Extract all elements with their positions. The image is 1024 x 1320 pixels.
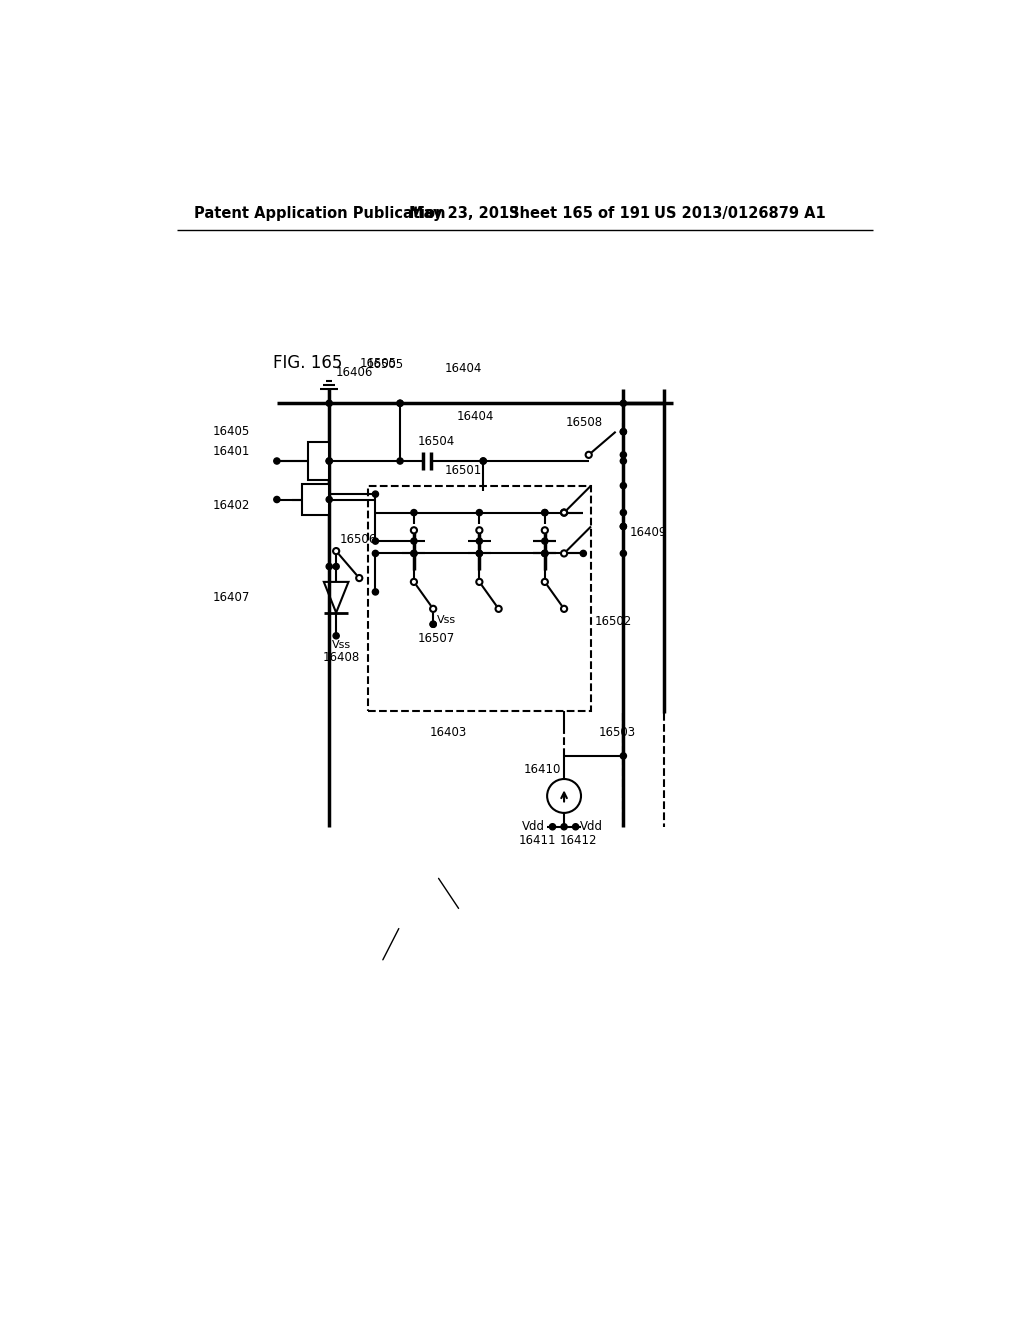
Circle shape bbox=[397, 400, 403, 407]
Circle shape bbox=[326, 458, 333, 465]
Text: Patent Application Publication: Patent Application Publication bbox=[194, 206, 445, 222]
Text: 16504: 16504 bbox=[418, 436, 455, 449]
Circle shape bbox=[542, 550, 548, 557]
Circle shape bbox=[397, 458, 403, 465]
Circle shape bbox=[550, 824, 556, 830]
Circle shape bbox=[373, 491, 379, 498]
Circle shape bbox=[476, 539, 482, 544]
Circle shape bbox=[621, 523, 627, 529]
Text: Vss: Vss bbox=[437, 615, 456, 626]
Circle shape bbox=[621, 752, 627, 759]
Circle shape bbox=[621, 429, 627, 434]
Circle shape bbox=[542, 550, 548, 557]
Circle shape bbox=[561, 510, 567, 516]
Circle shape bbox=[430, 606, 436, 612]
Circle shape bbox=[561, 510, 567, 516]
Text: 16407: 16407 bbox=[213, 591, 250, 603]
Circle shape bbox=[356, 576, 362, 581]
Circle shape bbox=[430, 622, 436, 627]
Bar bbox=[307, 442, 330, 480]
Text: 16401: 16401 bbox=[213, 445, 250, 458]
Text: 16408: 16408 bbox=[323, 651, 359, 664]
Text: Vss: Vss bbox=[333, 640, 351, 649]
Circle shape bbox=[373, 539, 379, 544]
Circle shape bbox=[273, 496, 280, 503]
Circle shape bbox=[476, 550, 482, 557]
Circle shape bbox=[621, 483, 627, 488]
Text: 16508: 16508 bbox=[565, 416, 603, 429]
Text: Sheet 165 of 191: Sheet 165 of 191 bbox=[509, 206, 650, 222]
Text: 16502: 16502 bbox=[595, 615, 632, 628]
Circle shape bbox=[326, 458, 333, 465]
Text: 16403: 16403 bbox=[429, 726, 467, 739]
Circle shape bbox=[621, 510, 627, 516]
Circle shape bbox=[373, 589, 379, 595]
Circle shape bbox=[476, 550, 482, 557]
Text: 16409: 16409 bbox=[630, 527, 667, 539]
Circle shape bbox=[561, 550, 567, 557]
Circle shape bbox=[572, 824, 579, 830]
Text: Vdd: Vdd bbox=[580, 820, 602, 833]
Circle shape bbox=[561, 606, 567, 612]
Bar bbox=[368, 486, 591, 711]
Circle shape bbox=[411, 527, 417, 533]
Circle shape bbox=[542, 510, 548, 516]
Text: 16503: 16503 bbox=[599, 726, 636, 739]
Circle shape bbox=[373, 550, 379, 557]
Circle shape bbox=[621, 523, 627, 529]
Text: US 2013/0126879 A1: US 2013/0126879 A1 bbox=[654, 206, 826, 222]
Text: 16404: 16404 bbox=[457, 409, 494, 422]
Text: 16406: 16406 bbox=[336, 366, 373, 379]
Circle shape bbox=[411, 550, 417, 557]
Circle shape bbox=[326, 400, 333, 407]
Circle shape bbox=[542, 550, 548, 557]
Circle shape bbox=[542, 578, 548, 585]
Circle shape bbox=[430, 622, 436, 627]
Text: 16404: 16404 bbox=[444, 362, 482, 375]
Text: Vdd: Vdd bbox=[521, 820, 545, 833]
Text: 16410: 16410 bbox=[524, 763, 561, 776]
Circle shape bbox=[496, 606, 502, 612]
Circle shape bbox=[586, 451, 592, 458]
Circle shape bbox=[333, 564, 339, 570]
Text: 16505: 16505 bbox=[367, 358, 403, 371]
Text: FIG. 165: FIG. 165 bbox=[273, 354, 342, 372]
Text: 16507: 16507 bbox=[418, 631, 455, 644]
Text: 16505: 16505 bbox=[360, 356, 397, 370]
Circle shape bbox=[411, 578, 417, 585]
Circle shape bbox=[621, 550, 627, 557]
Circle shape bbox=[480, 458, 486, 465]
Text: 16402: 16402 bbox=[213, 499, 250, 512]
Circle shape bbox=[480, 458, 486, 465]
Circle shape bbox=[326, 496, 333, 503]
Circle shape bbox=[476, 578, 482, 585]
Circle shape bbox=[333, 548, 339, 554]
Text: 16405: 16405 bbox=[213, 425, 250, 438]
Circle shape bbox=[621, 451, 627, 458]
Circle shape bbox=[411, 539, 417, 544]
Circle shape bbox=[411, 550, 417, 557]
Circle shape bbox=[621, 458, 627, 465]
Circle shape bbox=[621, 400, 627, 407]
Circle shape bbox=[476, 527, 482, 533]
Text: 16506: 16506 bbox=[340, 533, 377, 546]
Circle shape bbox=[542, 510, 548, 516]
Circle shape bbox=[621, 429, 627, 434]
Circle shape bbox=[542, 539, 548, 544]
Circle shape bbox=[326, 564, 333, 570]
Circle shape bbox=[542, 527, 548, 533]
Circle shape bbox=[273, 458, 280, 465]
Text: May 23, 2013: May 23, 2013 bbox=[410, 206, 519, 222]
Circle shape bbox=[561, 824, 567, 830]
Text: 16411: 16411 bbox=[518, 834, 556, 847]
Text: 16412: 16412 bbox=[559, 834, 597, 847]
Circle shape bbox=[333, 632, 339, 639]
Circle shape bbox=[476, 510, 482, 516]
Circle shape bbox=[581, 550, 587, 557]
Circle shape bbox=[397, 400, 403, 407]
Bar bbox=[301, 484, 330, 515]
Circle shape bbox=[411, 510, 417, 516]
Text: 16501: 16501 bbox=[444, 463, 482, 477]
